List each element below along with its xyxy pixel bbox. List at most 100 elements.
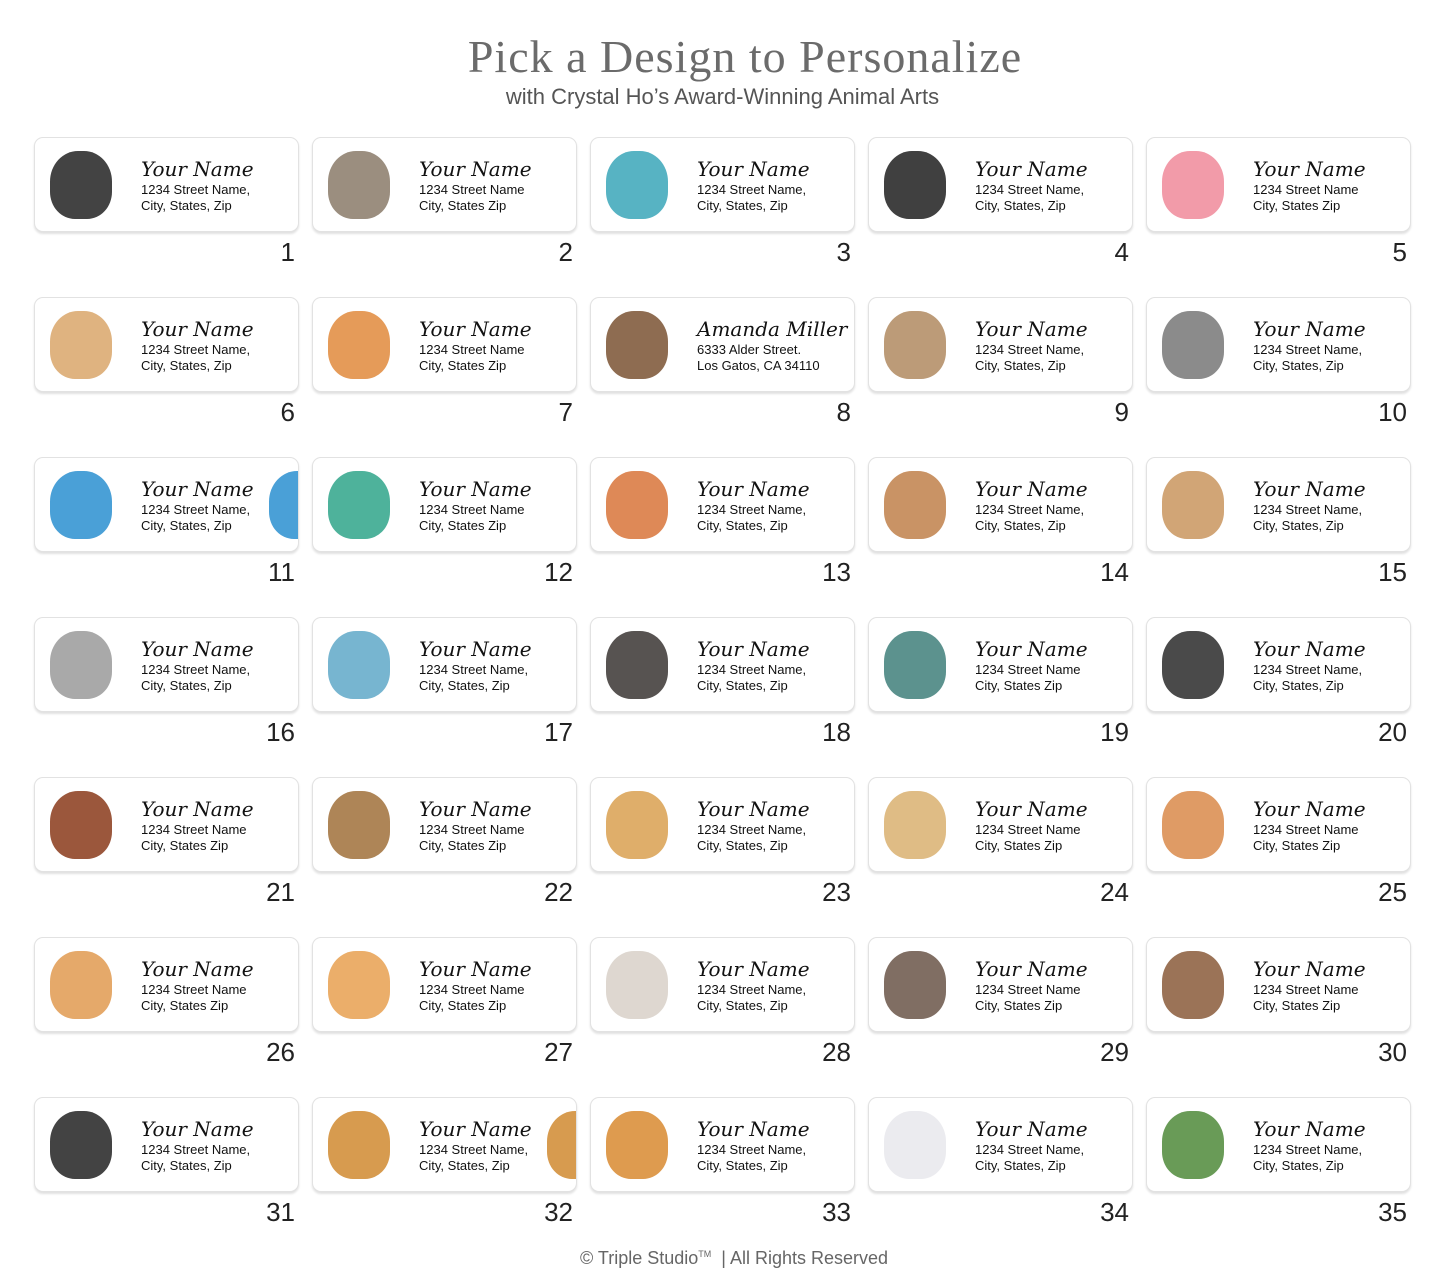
design-option-7[interactable]: Your Name 1234 Street Name City, States … — [312, 297, 577, 447]
design-option-19[interactable]: Your Name 1234 Street Name City, States … — [868, 617, 1133, 767]
label-name: Your Name — [419, 796, 532, 821]
address-label-preview[interactable]: Your Name 1234 Street Name, City, States… — [868, 1097, 1133, 1192]
design-option-32[interactable]: Your Name 1234 Street Name, City, States… — [312, 1097, 577, 1247]
address-label-preview[interactable]: Your Name 1234 Street Name, City, States… — [868, 137, 1133, 232]
address-label-preview[interactable]: Your Name 1234 Street Name, City, States… — [590, 937, 855, 1032]
address-label-preview[interactable]: Your Name 1234 Street Name City, States … — [312, 137, 577, 232]
design-number: 12 — [544, 557, 573, 587]
design-option-35[interactable]: Your Name 1234 Street Name, City, States… — [1146, 1097, 1411, 1247]
address-label-preview[interactable]: Your Name 1234 Street Name, City, States… — [1146, 297, 1411, 392]
design-option-1[interactable]: Your Name 1234 Street Name, City, States… — [34, 137, 299, 287]
design-option-3[interactable]: Your Name 1234 Street Name, City, States… — [590, 137, 855, 287]
address-label-preview[interactable]: Your Name 1234 Street Name, City, States… — [34, 1097, 299, 1192]
raccoon-illustration-icon — [1147, 298, 1239, 391]
address-label-preview[interactable]: Your Name 1234 Street Name, City, States… — [590, 457, 855, 552]
design-number: 29 — [1100, 1037, 1129, 1067]
address-label-preview[interactable]: Your Name 1234 Street Name, City, States… — [1146, 617, 1411, 712]
address-label-preview[interactable]: Your Name 1234 Street Name City, States … — [868, 937, 1133, 1032]
address-label-preview[interactable]: Your Name 1234 Street Name, City, States… — [34, 137, 299, 232]
label-street: 1234 Street Name — [419, 501, 525, 517]
address-label-preview[interactable]: Your Name 1234 Street Name, City, States… — [590, 777, 855, 872]
design-number: 3 — [836, 237, 851, 267]
label-city: City, States Zip — [419, 197, 507, 213]
address-label-preview[interactable]: Your Name 1234 Street Name, City, States… — [34, 617, 299, 712]
design-option-17[interactable]: Your Name 1234 Street Name, City, States… — [312, 617, 577, 767]
label-name: Your Name — [975, 316, 1088, 341]
address-label-preview[interactable]: Your Name 1234 Street Name City, States … — [312, 297, 577, 392]
design-number: 24 — [1100, 877, 1129, 907]
design-option-20[interactable]: Your Name 1234 Street Name, City, States… — [1146, 617, 1411, 767]
copyright-text: © Triple Studio — [579, 1248, 699, 1268]
design-option-8[interactable]: Amanda Miller 6333 Alder Street. Los Gat… — [590, 297, 855, 447]
design-option-30[interactable]: Your Name 1234 Street Name City, States … — [1146, 937, 1411, 1087]
design-option-24[interactable]: Your Name 1234 Street Name City, States … — [868, 777, 1133, 927]
address-label-preview[interactable]: Your Name 1234 Street Name, City, States… — [590, 617, 855, 712]
address-label-preview[interactable]: Your Name 1234 Street Name, City, States… — [590, 137, 855, 232]
design-option-34[interactable]: Your Name 1234 Street Name, City, States… — [868, 1097, 1133, 1247]
address-label-preview[interactable]: Your Name 1234 Street Name City, States … — [1146, 937, 1411, 1032]
design-option-18[interactable]: Your Name 1234 Street Name, City, States… — [590, 617, 855, 767]
address-label-preview[interactable]: Your Name 1234 Street Name, City, States… — [312, 617, 577, 712]
address-label-preview[interactable]: Your Name 1234 Street Name, City, States… — [34, 457, 299, 552]
macaws-illustration-icon — [35, 458, 127, 551]
design-option-13[interactable]: Your Name 1234 Street Name, City, States… — [590, 457, 855, 607]
design-option-31[interactable]: Your Name 1234 Street Name, City, States… — [34, 1097, 299, 1247]
label-text: Amanda Miller 6333 Alder Street. Los Gat… — [683, 316, 847, 374]
giraffes-illustration-icon — [532, 1098, 576, 1191]
design-option-10[interactable]: Your Name 1234 Street Name, City, States… — [1146, 297, 1411, 447]
label-text: Your Name 1234 Street Name, City, States… — [405, 636, 532, 694]
rabbit-illustration-icon — [35, 298, 127, 391]
label-city: City, States Zip — [1253, 837, 1341, 853]
design-number: 17 — [544, 717, 573, 747]
design-option-6[interactable]: Your Name 1234 Street Name, City, States… — [34, 297, 299, 447]
address-label-preview[interactable]: Your Name 1234 Street Name City, States … — [34, 937, 299, 1032]
design-option-12[interactable]: Your Name 1234 Street Name City, States … — [312, 457, 577, 607]
design-option-15[interactable]: Your Name 1234 Street Name, City, States… — [1146, 457, 1411, 607]
design-option-21[interactable]: Your Name 1234 Street Name City, States … — [34, 777, 299, 927]
address-label-preview[interactable]: Your Name 1234 Street Name City, States … — [34, 777, 299, 872]
design-option-4[interactable]: Your Name 1234 Street Name, City, States… — [868, 137, 1133, 287]
design-option-11[interactable]: Your Name 1234 Street Name, City, States… — [34, 457, 299, 607]
design-option-29[interactable]: Your Name 1234 Street Name City, States … — [868, 937, 1133, 1087]
label-street: 1234 Street Name, — [697, 821, 807, 837]
design-option-28[interactable]: Your Name 1234 Street Name, City, States… — [590, 937, 855, 1087]
address-label-preview[interactable]: Amanda Miller 6333 Alder Street. Los Gat… — [590, 297, 855, 392]
design-option-16[interactable]: Your Name 1234 Street Name, City, States… — [34, 617, 299, 767]
design-option-9[interactable]: Your Name 1234 Street Name, City, States… — [868, 297, 1133, 447]
polar-bear-illustration-icon — [869, 1098, 961, 1191]
design-option-22[interactable]: Your Name 1234 Street Name City, States … — [312, 777, 577, 927]
design-option-23[interactable]: Your Name 1234 Street Name, City, States… — [590, 777, 855, 927]
label-street: 1234 Street Name, — [975, 181, 1085, 197]
address-label-preview[interactable]: Your Name 1234 Street Name, City, States… — [590, 1097, 855, 1192]
address-label-preview[interactable]: Your Name 1234 Street Name City, States … — [868, 617, 1133, 712]
design-option-26[interactable]: Your Name 1234 Street Name City, States … — [34, 937, 299, 1087]
label-city: City, States Zip — [419, 357, 507, 373]
label-city: City, States, Zip — [1253, 677, 1344, 693]
label-city: City, States, Zip — [1253, 357, 1344, 373]
address-label-preview[interactable]: Your Name 1234 Street Name, City, States… — [868, 297, 1133, 392]
address-label-preview[interactable]: Your Name 1234 Street Name City, States … — [312, 777, 577, 872]
address-label-preview[interactable]: Your Name 1234 Street Name City, States … — [312, 457, 577, 552]
emperor-penguins-illustration-icon — [1147, 618, 1239, 711]
address-label-preview[interactable]: Your Name 1234 Street Name, City, States… — [34, 297, 299, 392]
design-number: 31 — [266, 1197, 295, 1227]
address-label-preview[interactable]: Your Name 1234 Street Name, City, States… — [868, 457, 1133, 552]
design-option-5[interactable]: Your Name 1234 Street Name City, States … — [1146, 137, 1411, 287]
address-label-preview[interactable]: Your Name 1234 Street Name, City, States… — [1146, 1097, 1411, 1192]
label-name: Your Name — [1253, 1116, 1366, 1141]
design-option-25[interactable]: Your Name 1234 Street Name City, States … — [1146, 777, 1411, 927]
label-name: Your Name — [697, 1116, 810, 1141]
design-option-14[interactable]: Your Name 1234 Street Name, City, States… — [868, 457, 1133, 607]
design-number: 9 — [1114, 397, 1129, 427]
address-label-preview[interactable]: Your Name 1234 Street Name City, States … — [868, 777, 1133, 872]
address-label-preview[interactable]: Your Name 1234 Street Name City, States … — [312, 937, 577, 1032]
address-label-preview[interactable]: Your Name 1234 Street Name City, States … — [1146, 777, 1411, 872]
design-option-2[interactable]: Your Name 1234 Street Name City, States … — [312, 137, 577, 287]
address-label-preview[interactable]: Your Name 1234 Street Name, City, States… — [312, 1097, 577, 1192]
address-label-preview[interactable]: Your Name 1234 Street Name City, States … — [1146, 137, 1411, 232]
design-option-27[interactable]: Your Name 1234 Street Name City, States … — [312, 937, 577, 1087]
design-number: 16 — [266, 717, 295, 747]
address-label-preview[interactable]: Your Name 1234 Street Name, City, States… — [1146, 457, 1411, 552]
design-option-33[interactable]: Your Name 1234 Street Name, City, States… — [590, 1097, 855, 1247]
dachshund-illustration-icon — [35, 778, 127, 871]
